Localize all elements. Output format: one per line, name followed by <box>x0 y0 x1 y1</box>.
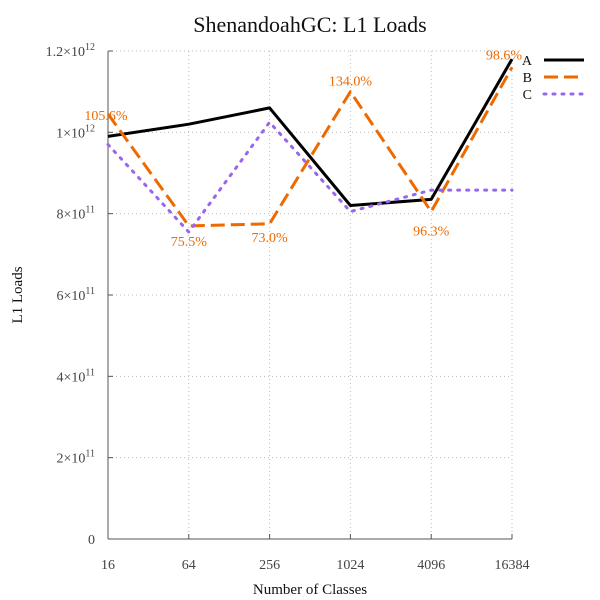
y-tick-label: 8×1011 <box>56 205 95 223</box>
y-tick-label: 1×1012 <box>56 123 95 141</box>
x-tick-label: 16 <box>101 558 115 573</box>
data-label: 134.0% <box>329 75 373 90</box>
y-tick-label: 2×1011 <box>56 449 95 467</box>
y-tick-label: 1.2×1012 <box>46 42 95 60</box>
y-tick-label: 0 <box>88 533 95 548</box>
x-axis-label: Number of Classes <box>253 582 367 598</box>
legend-label-b: B <box>523 71 532 86</box>
data-label: 96.3% <box>413 225 450 240</box>
x-tick-label: 256 <box>259 558 280 573</box>
data-label: 98.6% <box>486 48 523 63</box>
grid <box>108 50 513 539</box>
data-label: 73.0% <box>252 231 289 246</box>
y-tick-label: 6×1011 <box>56 286 95 304</box>
data-labels: 105.6% 75.5% 73.0% 134.0% 96.3% 98.6% <box>84 48 522 250</box>
series-line-c <box>106 120 514 234</box>
legend: ABC <box>522 54 586 103</box>
ticks: 16 64 256 1024 4096 16384 0 2×1011 4×1011 6×1011 8… <box>46 42 530 573</box>
series-line-b <box>106 66 514 228</box>
x-tick-label: 64 <box>182 558 196 573</box>
legend-label-c: C <box>523 88 532 103</box>
data-label: 75.5% <box>171 235 208 250</box>
chart-title: ShenandoahGC: L1 Loads <box>193 12 426 37</box>
x-tick-label: 4096 <box>417 558 445 573</box>
x-tick-label: 16384 <box>495 558 530 573</box>
data-label: 105.6% <box>84 109 128 124</box>
y-tick-label: 4×1011 <box>56 367 95 385</box>
legend-label-a: A <box>522 54 533 69</box>
series-lines <box>106 58 514 234</box>
y-axis-label: L1 Loads <box>10 266 26 323</box>
x-tick-label: 1024 <box>336 558 364 573</box>
series-line-a <box>107 58 514 207</box>
